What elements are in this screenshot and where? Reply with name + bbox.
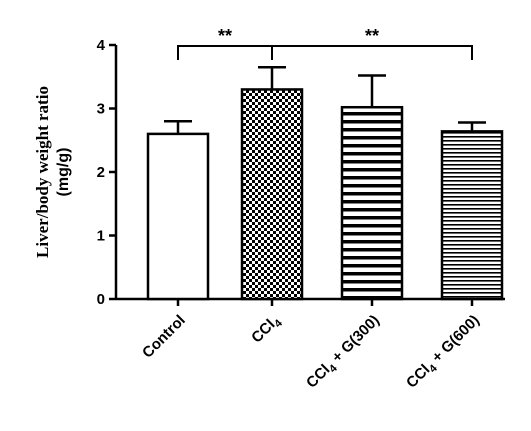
y-tick-label: 4 — [97, 37, 106, 54]
category-labels: Control CCl4 CCl4 + G(300)CCl4 + G(600) — [139, 311, 485, 394]
significance-brackets: ** ** — [177, 26, 473, 60]
significance-label: ** — [218, 26, 232, 46]
x-category-label: CCl4 + G(300) — [303, 312, 385, 394]
bar — [240, 88, 304, 301]
y-tick-label: 2 — [97, 164, 105, 181]
error-bars — [164, 65, 486, 134]
bars — [146, 88, 504, 301]
significance-bracket — [271, 45, 473, 60]
bar — [440, 130, 504, 301]
bar — [146, 132, 210, 301]
x-category-label: CCl4 — [248, 311, 285, 348]
y-tick-label: 3 — [97, 101, 105, 118]
y-tick-label: 0 — [97, 291, 105, 308]
bar — [340, 105, 404, 301]
significance-bracket — [177, 45, 273, 60]
x-category-label: Control — [139, 312, 189, 362]
significance-label: ** — [365, 26, 379, 46]
y-axis-title: Liver/body weight ratio (mg/g) — [33, 86, 72, 258]
y-tick-label: 1 — [97, 228, 105, 245]
y-axis-label-line1: Liver/body weight ratio — [33, 86, 52, 258]
y-axis-label-line2: (mg/g) — [55, 148, 72, 197]
x-category-label: CCl4 + G(600) — [403, 312, 485, 394]
